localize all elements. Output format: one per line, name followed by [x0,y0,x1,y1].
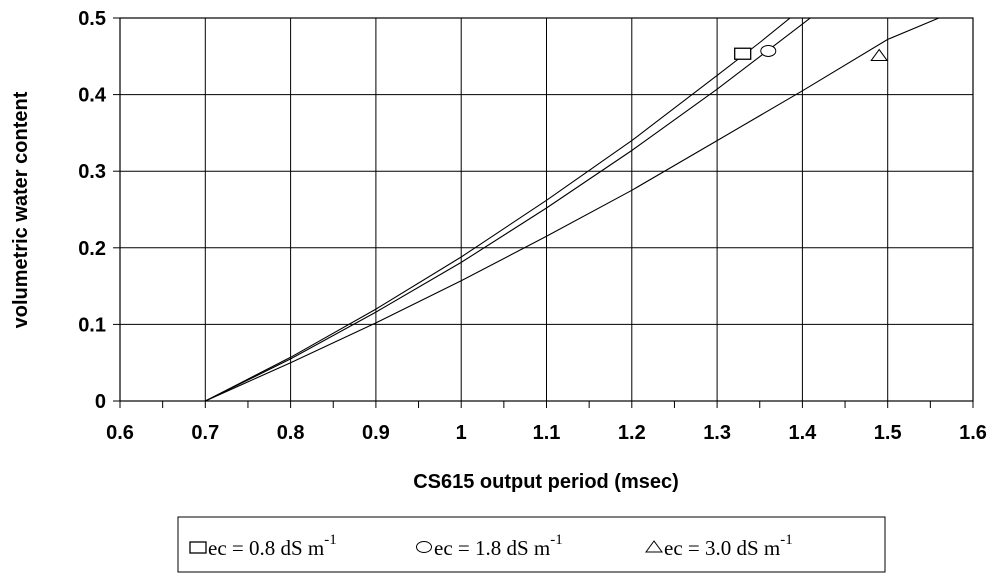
legend-label-superscript: -1 [780,532,793,548]
legend-label-text: ec = 1.8 dS m [434,536,550,560]
x-tick-label: 1.3 [703,422,731,444]
y-axis-title: volumetric water content [10,91,32,328]
x-tick-label: 1.1 [533,422,561,444]
x-tick-label: 0.9 [362,422,390,444]
series-markers [734,44,889,62]
x-tick-label: 0.7 [191,422,219,444]
y-tick-label: 0.4 [78,85,107,107]
y-tick-label: 0.1 [78,314,106,336]
grid-lines [119,17,974,402]
legend: ec = 0.8 dS m-1 ec = 1.8 dS m-1 ec = 3.0 d… [177,516,886,573]
series-marker [870,48,889,62]
y-tick-label: 0.5 [78,8,106,30]
x-tick-labels: 0.6 0.7 0.8 0.9 1 1.1 1.2 1.3 1.4 1.5 1.6 [106,422,987,444]
x-tick-label: 1 [456,422,467,444]
x-tick-label: 1.4 [788,422,817,444]
y-tick-label: 0.3 [78,161,106,183]
legend-marker [416,541,432,553]
x-tick-label: 0.6 [106,422,134,444]
legend-marker [645,540,663,553]
legend-label: ec = 3.0 dS m-1 [664,532,793,560]
series-lines [205,18,940,401]
axes [113,17,974,408]
x-tick-label: 1.2 [618,422,646,444]
legend-label-superscript: -1 [550,532,563,548]
legend-item: ec = 0.8 dS m-1 [189,532,337,560]
legend-box [177,516,886,573]
y-tick-labels: 0 0.1 0.2 0.3 0.4 0.5 [78,8,107,413]
x-axis-title: CS615 output period (msec) [413,471,679,493]
legend-label: ec = 0.8 dS m-1 [208,532,337,560]
y-tick-label: 0 [95,391,106,413]
x-tick-label: 0.8 [277,422,305,444]
legend-label-superscript: -1 [324,532,337,548]
legend-item: ec = 3.0 dS m-1 [645,532,793,560]
x-tick-label: 1.5 [874,422,902,444]
series-marker [734,47,752,60]
legend-item: ec = 1.8 dS m-1 [416,532,563,560]
legend-label: ec = 1.8 dS m-1 [434,532,563,560]
legend-label-text: ec = 3.0 dS m [664,536,780,560]
plot-frame [119,17,974,402]
series-line [205,18,940,401]
y-tick-label: 0.2 [78,238,106,260]
legend-label-text: ec = 0.8 dS m [208,536,324,560]
series-marker [760,44,777,57]
legend-marker [189,541,207,554]
series-line [205,18,812,401]
x-tick-label: 1.6 [959,422,987,444]
series-line [205,18,791,401]
